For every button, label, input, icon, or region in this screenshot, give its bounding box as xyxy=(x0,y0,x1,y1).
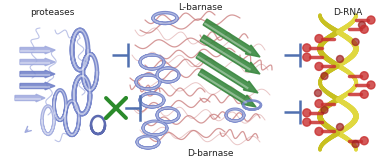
Circle shape xyxy=(352,38,359,46)
Text: D-RNA: D-RNA xyxy=(333,8,363,17)
Circle shape xyxy=(367,16,375,24)
FancyArrow shape xyxy=(204,22,252,54)
Circle shape xyxy=(360,137,368,145)
Circle shape xyxy=(315,99,323,108)
Circle shape xyxy=(303,44,311,52)
Circle shape xyxy=(367,81,375,89)
FancyArrow shape xyxy=(200,35,260,74)
Circle shape xyxy=(360,25,368,33)
FancyArrow shape xyxy=(15,94,45,102)
Circle shape xyxy=(315,127,323,135)
FancyArrow shape xyxy=(198,69,256,107)
Circle shape xyxy=(336,123,344,131)
FancyArrow shape xyxy=(20,70,55,78)
Circle shape xyxy=(358,22,366,28)
FancyArrow shape xyxy=(20,50,50,52)
FancyArrow shape xyxy=(20,46,55,54)
FancyArrow shape xyxy=(196,52,258,93)
FancyArrow shape xyxy=(201,38,251,71)
FancyArrow shape xyxy=(203,19,260,57)
FancyArrow shape xyxy=(20,86,50,88)
Text: L-barnase: L-barnase xyxy=(178,3,222,12)
FancyArrow shape xyxy=(20,58,55,66)
Text: proteases: proteases xyxy=(30,8,74,17)
Text: D-barnase: D-barnase xyxy=(187,149,233,158)
Circle shape xyxy=(360,72,368,80)
Circle shape xyxy=(315,35,323,43)
FancyArrow shape xyxy=(199,72,248,104)
Circle shape xyxy=(303,109,311,117)
Circle shape xyxy=(336,56,344,62)
Circle shape xyxy=(352,141,359,147)
FancyArrow shape xyxy=(20,62,50,64)
FancyArrow shape xyxy=(20,82,55,90)
Circle shape xyxy=(315,62,323,70)
Circle shape xyxy=(321,72,328,80)
Circle shape xyxy=(314,90,322,96)
Circle shape xyxy=(360,90,368,98)
Circle shape xyxy=(321,106,328,114)
FancyArrow shape xyxy=(20,74,50,76)
Circle shape xyxy=(303,118,311,126)
FancyArrow shape xyxy=(15,98,40,100)
FancyArrow shape xyxy=(197,55,249,89)
Circle shape xyxy=(303,53,311,61)
